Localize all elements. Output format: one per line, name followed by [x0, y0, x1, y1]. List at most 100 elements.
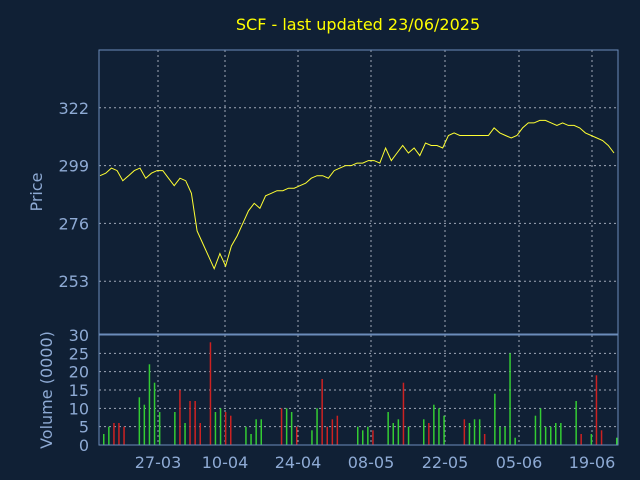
- volume-axis-label: Volume (0000): [37, 331, 56, 449]
- volume-bar: [158, 412, 161, 445]
- volume-bar: [539, 408, 542, 445]
- volume-bar: [372, 430, 374, 445]
- volume-bar: [296, 426, 298, 445]
- volume-bar: [336, 415, 339, 445]
- volume-bar: [153, 382, 156, 445]
- volume-y-tick-6: 30: [69, 326, 89, 345]
- volume-bar: [463, 419, 466, 445]
- volume-bar: [600, 430, 603, 445]
- volume-bar: [407, 426, 410, 445]
- volume-bar: [250, 434, 252, 445]
- x-tick-labels: 27-03 10-04 24-04 08-05 22-05 05-06 19-06: [135, 453, 616, 472]
- volume-bar: [311, 430, 313, 445]
- volume-bar: [428, 423, 430, 445]
- volume-bar: [580, 434, 582, 445]
- volume-bar: [184, 423, 186, 445]
- volume-bar: [575, 401, 577, 445]
- x-tick-6: 19-06: [569, 453, 616, 472]
- volume-bar: [483, 434, 486, 445]
- price-y-tick-2: 299: [58, 157, 89, 176]
- volume-bar: [392, 423, 394, 445]
- volume-bar: [285, 408, 288, 445]
- chart-title: SCF - last updated 23/06/2025: [236, 15, 480, 34]
- volume-bar: [326, 426, 328, 445]
- volume-bar: [544, 426, 547, 445]
- volume-y-tick-1: 5: [79, 418, 89, 437]
- volume-bar: [194, 401, 196, 445]
- volume-y-tick-0: 0: [79, 436, 89, 455]
- volume-bar: [280, 408, 283, 445]
- x-tick-5: 05-06: [496, 453, 543, 472]
- volume-bar: [590, 434, 593, 445]
- volume-bar: [443, 415, 445, 445]
- volume-y-tick-4: 20: [69, 363, 89, 382]
- volume-bar: [473, 419, 476, 445]
- volume-bar: [514, 437, 516, 445]
- volume-bar: [402, 382, 405, 445]
- x-tick-4: 22-05: [422, 453, 469, 472]
- volume-bar: [316, 408, 318, 445]
- x-tick-0: 27-03: [135, 453, 182, 472]
- volume-bar: [103, 434, 105, 445]
- volume-bar: [616, 437, 618, 445]
- volume-y-tick-5: 25: [69, 344, 89, 363]
- volume-bar: [494, 393, 496, 445]
- volume-bar: [550, 426, 552, 445]
- volume-bar: [113, 423, 115, 445]
- volume-bar: [260, 419, 262, 445]
- price-y-tick-0: 253: [58, 272, 89, 291]
- volume-bar: [433, 404, 435, 445]
- volume-bar: [321, 379, 323, 445]
- volume-bar: [199, 423, 201, 445]
- volume-bar: [438, 408, 440, 445]
- volume-bar: [209, 342, 212, 445]
- volume-bars: [103, 342, 618, 445]
- volume-bar: [357, 426, 359, 445]
- volume-bar: [387, 412, 389, 445]
- volume-bar: [595, 375, 598, 445]
- volume-bar: [219, 408, 222, 445]
- price-y-tick-1: 276: [58, 214, 89, 233]
- volume-bar: [108, 426, 110, 445]
- volume-bar: [468, 423, 471, 445]
- volume-bar: [509, 353, 511, 445]
- volume-bar: [499, 426, 501, 445]
- volume-bar: [189, 401, 191, 445]
- volume-y-tick-3: 15: [69, 381, 89, 400]
- price-axis-label: Price: [27, 172, 46, 211]
- x-tick-3: 08-05: [348, 453, 395, 472]
- price-y-tick-labels: 253 276 299 322: [58, 99, 89, 291]
- volume-bar: [179, 390, 181, 445]
- volume-bar: [118, 423, 120, 445]
- volume-panel-frame: [98, 334, 619, 446]
- volume-bar: [290, 412, 293, 445]
- volume-bar: [214, 412, 217, 445]
- volume-bar: [138, 397, 141, 445]
- volume-bar: [478, 419, 481, 445]
- price-panel-frame: [98, 49, 619, 335]
- price-y-tick-3: 322: [58, 99, 89, 118]
- x-tick-2: 24-04: [275, 453, 322, 472]
- volume-bar: [367, 426, 369, 445]
- volume-bar: [143, 404, 146, 445]
- volume-bar: [174, 412, 176, 445]
- volume-bar: [423, 419, 425, 445]
- volume-bar: [560, 423, 562, 445]
- volume-y-tick-2: 10: [69, 399, 89, 418]
- price-grid: [99, 50, 618, 334]
- volume-bar: [123, 426, 125, 445]
- volume-bar: [504, 426, 506, 445]
- volume-bar: [230, 415, 232, 445]
- volume-bar: [245, 426, 247, 445]
- price-line: [99, 119, 615, 271]
- volume-bar: [362, 430, 364, 445]
- volume-bar: [148, 364, 151, 445]
- volume-bar: [555, 423, 557, 445]
- volume-bar: [397, 419, 400, 445]
- volume-bar: [224, 412, 227, 445]
- volume-bar: [331, 419, 334, 445]
- volume-bar: [534, 415, 537, 445]
- x-tick-1: 10-04: [202, 453, 249, 472]
